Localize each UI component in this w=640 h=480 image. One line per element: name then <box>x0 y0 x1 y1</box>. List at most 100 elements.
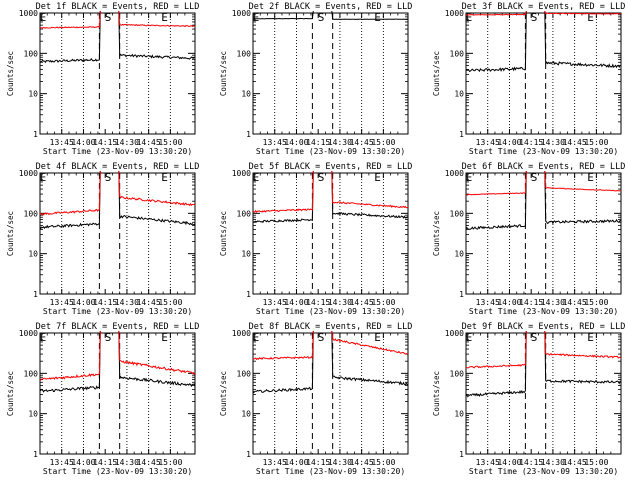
plot-frame <box>465 12 622 135</box>
x-tick-label: 15:00 <box>371 298 395 307</box>
x-tick-label: 14:00 <box>71 138 95 147</box>
chart-title: Det 1f BLACK = Events, RED = LLD <box>36 2 200 12</box>
x-tick-label: 14:45 <box>350 458 374 467</box>
chart-panel-1: Det 1f BLACK = Events, RED = LLD 1 10 100 10… <box>6 2 199 156</box>
x-tick-label: 13:45 <box>476 138 500 147</box>
y-axis-label: Counts/sec <box>219 51 228 96</box>
x-tick-label: 14:45 <box>350 298 374 307</box>
x-tick-label: 14:30 <box>115 298 139 307</box>
series-lld-line <box>40 331 101 381</box>
y-tick-label: 100 <box>450 369 465 378</box>
plot-frame <box>39 332 196 455</box>
chart-panel-4: Det 4f BLACK = Events, RED = LLD 1 10 100 10… <box>6 162 199 316</box>
y-tick-label: 1 <box>33 290 38 299</box>
x-tick-label: 14:15 <box>306 138 330 147</box>
x-axis-label: Start Time (23-Nov-09 13:30:20) <box>256 307 405 316</box>
plot-area <box>40 11 195 64</box>
y-axis-label: Counts/sec <box>432 211 441 256</box>
plot-frame <box>465 172 622 295</box>
y-axis-label: Counts/sec <box>219 211 228 256</box>
event-marker-e: E <box>466 171 473 184</box>
y-tick-label: 10 <box>454 410 464 419</box>
chart-title: Det 3f BLACK = Events, RED = LLD <box>462 2 626 12</box>
chart-title: Det 2f BLACK = Events, RED = LLD <box>249 2 413 12</box>
x-tick-label: 14:45 <box>137 298 161 307</box>
y-tick-label: 100 <box>237 209 252 218</box>
x-tick-label: 13:45 <box>263 298 287 307</box>
series-events-line <box>544 331 621 385</box>
y-tick-label: 1000 <box>19 169 38 178</box>
x-tick-label: 14:45 <box>137 458 161 467</box>
x-tick-label: 14:15 <box>519 458 543 467</box>
series-lld-line <box>466 331 527 369</box>
y-tick-label: 1 <box>33 130 38 139</box>
event-marker-s: S <box>318 11 325 24</box>
chart-title: Det 4f BLACK = Events, RED = LLD <box>36 162 200 172</box>
plot-frame <box>252 332 409 455</box>
y-tick-label: 100 <box>24 209 39 218</box>
x-tick-label: 14:00 <box>71 298 95 307</box>
x-tick-label: 14:15 <box>519 138 543 147</box>
x-tick-label: 15:00 <box>584 298 608 307</box>
plot-area <box>466 171 621 230</box>
event-marker-e: E <box>40 171 47 184</box>
x-tick-label: 15:00 <box>371 138 395 147</box>
x-tick-label: 14:30 <box>328 298 352 307</box>
x-tick-label: 13:45 <box>263 458 287 467</box>
y-axis-label: Counts/sec <box>6 51 15 96</box>
chart-panel-7: Det 7f BLACK = Events, RED = LLD 1 10 100 10… <box>6 322 199 476</box>
y-tick-label: 1000 <box>232 169 251 178</box>
chart-title: Det 8f BLACK = Events, RED = LLD <box>249 322 413 332</box>
y-tick-label: 1 <box>459 450 464 459</box>
y-tick-label: 10 <box>28 250 38 259</box>
event-marker-e: E <box>374 331 381 344</box>
series-events-line <box>40 331 101 393</box>
series-events-line <box>118 171 195 226</box>
plot-frame <box>252 12 409 135</box>
x-tick-label: 14:15 <box>93 298 117 307</box>
x-axis-label: Start Time (23-Nov-09 13:30:20) <box>469 147 618 156</box>
event-marker-e: E <box>466 331 473 344</box>
event-marker-e: E <box>40 331 47 344</box>
event-marker-e: E <box>374 11 381 24</box>
series-events-line <box>466 11 527 73</box>
x-tick-label: 15:00 <box>158 458 182 467</box>
x-axis-label: Start Time (23-Nov-09 13:30:20) <box>43 147 192 156</box>
event-marker-s: S <box>105 331 112 344</box>
event-marker-e: E <box>587 171 594 184</box>
event-marker-e: E <box>587 331 594 344</box>
x-tick-label: 15:00 <box>584 458 608 467</box>
x-tick-label: 13:45 <box>50 458 74 467</box>
chart-panel-8: Det 8f BLACK = Events, RED = LLD 1 10 100 10… <box>219 322 412 476</box>
y-axis-label: Counts/sec <box>432 371 441 416</box>
y-tick-label: 10 <box>28 90 38 99</box>
x-tick-label: 15:00 <box>158 138 182 147</box>
y-tick-label: 1 <box>33 450 38 459</box>
y-axis-label: Counts/sec <box>6 211 15 256</box>
series-events-line <box>544 171 621 225</box>
series-events-line <box>466 171 527 230</box>
y-tick-label: 100 <box>450 209 465 218</box>
x-tick-label: 14:30 <box>115 138 139 147</box>
series-lld-line <box>40 11 101 29</box>
series-lld-line <box>544 331 621 359</box>
series-events-line <box>331 11 408 20</box>
y-tick-label: 1 <box>459 290 464 299</box>
event-marker-e: E <box>40 11 47 24</box>
x-tick-label: 15:00 <box>158 298 182 307</box>
x-tick-label: 14:30 <box>328 138 352 147</box>
y-tick-label: 1 <box>459 130 464 139</box>
series-events-line <box>40 171 101 230</box>
x-tick-label: 14:00 <box>284 458 308 467</box>
x-tick-label: 14:45 <box>350 138 374 147</box>
chart-panel-5: Det 5f BLACK = Events, RED = LLD 1 10 100 10… <box>219 162 412 316</box>
plot-frame <box>39 172 196 295</box>
x-tick-label: 13:45 <box>263 138 287 147</box>
y-tick-label: 1000 <box>445 169 464 178</box>
x-axis-label: Start Time (23-Nov-09 13:30:20) <box>43 307 192 316</box>
plot-area <box>253 11 408 20</box>
series-lld-line <box>544 11 621 15</box>
chart-title: Det 6f BLACK = Events, RED = LLD <box>462 162 626 172</box>
x-tick-label: 14:15 <box>93 458 117 467</box>
